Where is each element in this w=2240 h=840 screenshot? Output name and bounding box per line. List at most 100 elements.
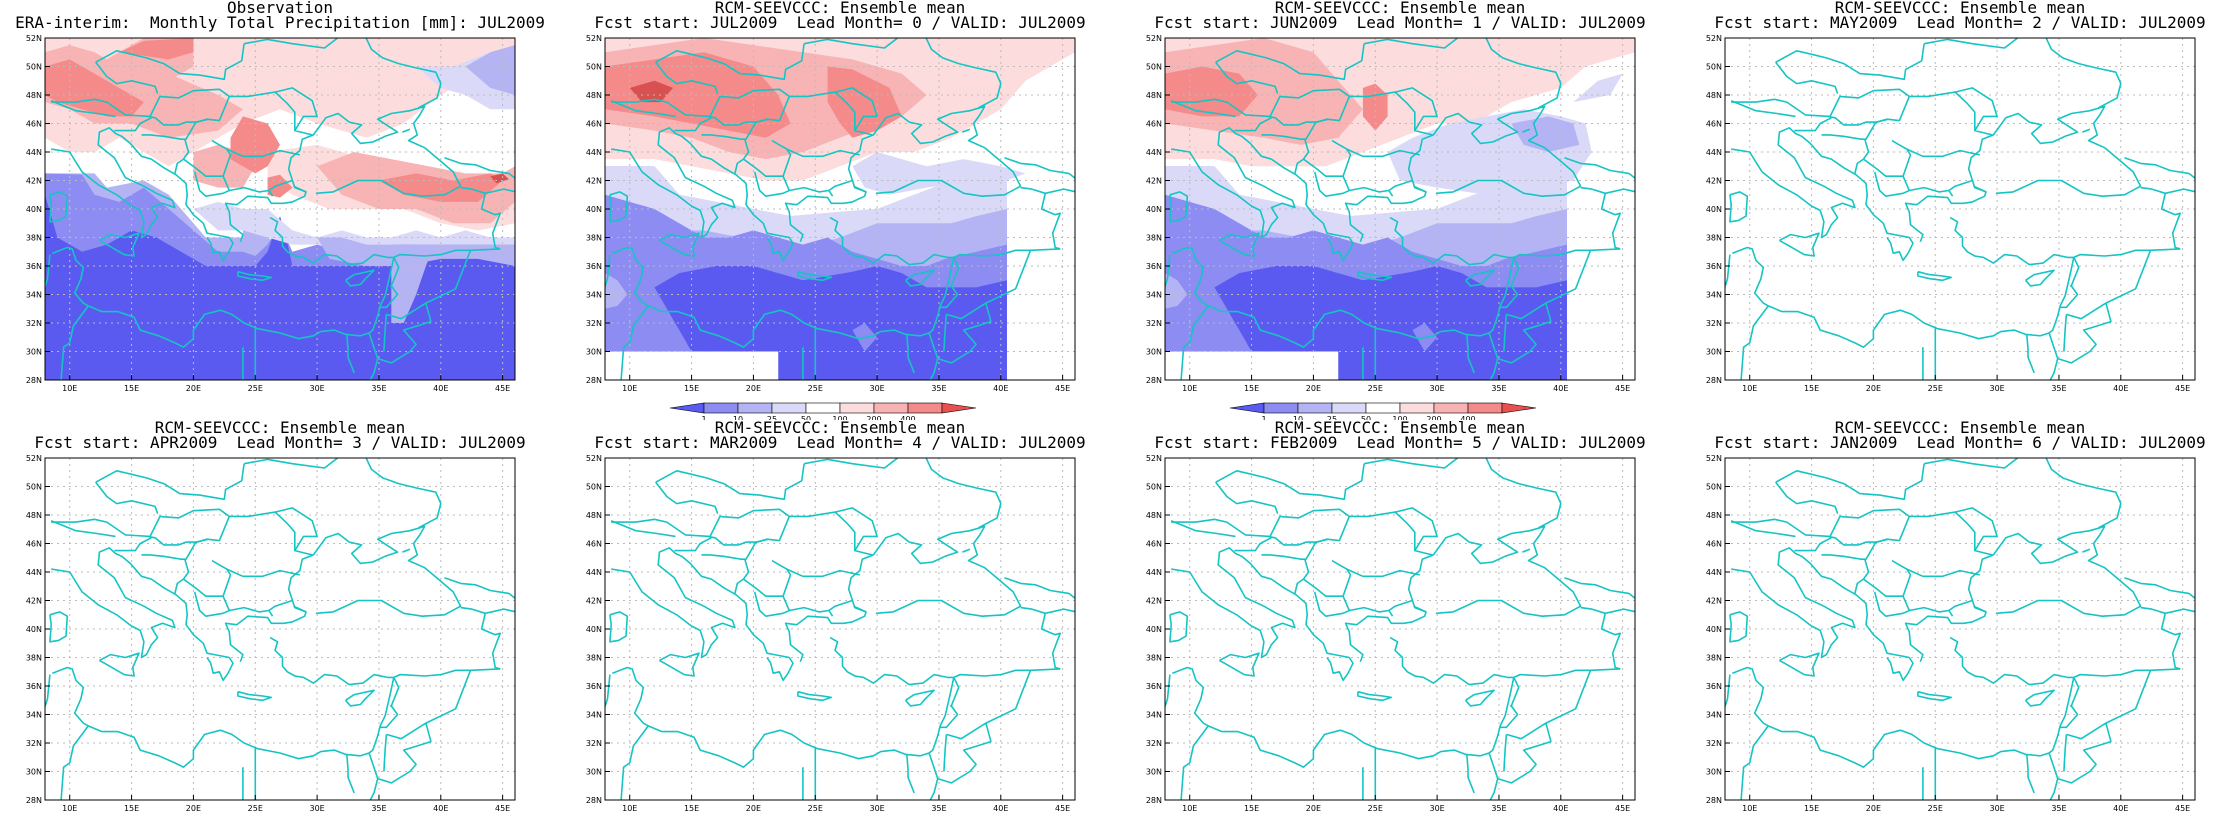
lat-tick-label: 38N <box>26 234 42 243</box>
country-border <box>293 605 307 613</box>
lat-tick-label: 48N <box>586 511 602 520</box>
lat-tick-label: 32N <box>26 319 42 328</box>
country-border <box>655 61 719 94</box>
panel-title: Observation <box>227 0 333 17</box>
lon-tick-label: 10E <box>1182 804 1197 813</box>
coastline <box>346 754 355 794</box>
country-border <box>274 87 318 132</box>
coastline <box>346 334 355 374</box>
lon-tick-label: 15E <box>1804 804 1819 813</box>
colorbar-label: 50 <box>1361 415 1371 420</box>
lon-tick-label: 20E <box>1306 804 1321 813</box>
colorbar-label: 1 <box>701 415 706 420</box>
coastline <box>369 358 379 380</box>
country-border <box>1165 254 1171 290</box>
lat-tick-label: 42N <box>26 177 42 186</box>
coastline <box>1904 525 2142 663</box>
country-border <box>605 254 611 290</box>
country-border <box>1821 121 1877 140</box>
lat-tick-label: 32N <box>1706 739 1722 748</box>
graticule <box>1725 458 2195 800</box>
lon-tick-label: 30E <box>1989 384 2004 393</box>
lat-tick-label: 40N <box>586 625 602 634</box>
country-border <box>1854 138 1870 174</box>
coastline <box>1779 232 1820 257</box>
lat-tick-label: 50N <box>1146 483 1162 492</box>
country-border <box>1891 139 1912 177</box>
lat-tick-label: 44N <box>26 148 42 157</box>
country-border <box>268 610 274 617</box>
country-border <box>803 458 1002 529</box>
lon-tick-label: 40E <box>2113 804 2128 813</box>
lat-tick-label: 40N <box>1706 205 1722 214</box>
country-border <box>1040 193 1062 250</box>
country-border <box>147 516 231 546</box>
coastline <box>49 191 69 223</box>
coastline <box>1522 548 1531 553</box>
lon-tick-label: 15E <box>124 384 139 393</box>
country-border <box>141 541 197 560</box>
country-border <box>950 257 960 287</box>
map-panel-obs: 10E 15E 20E 25E 30E 35E 40E 45E 28N 30N 32N 34N 36N 3… <box>0 0 560 420</box>
lat-tick-label: 34N <box>1706 291 1722 300</box>
country-border <box>1349 599 1413 613</box>
coastline <box>402 548 411 553</box>
lat-tick-label: 28N <box>1146 796 1162 805</box>
lon-tick-label: 45E <box>495 804 510 813</box>
country-border <box>195 538 209 543</box>
country-border <box>2063 734 2068 772</box>
country-border <box>674 117 712 132</box>
country-border <box>2057 302 2112 364</box>
coastline <box>344 269 375 287</box>
country-border <box>1973 185 1987 193</box>
lon-tick-label: 20E <box>1866 384 1881 393</box>
lat-tick-label: 48N <box>26 511 42 520</box>
country-border <box>1215 43 1365 81</box>
lat-tick-label: 30N <box>586 768 602 777</box>
lat-tick-label: 36N <box>1706 682 1722 691</box>
lat-tick-label: 40N <box>26 205 42 214</box>
lon-tick-label: 35E <box>1491 384 1506 393</box>
graticule <box>1165 38 1635 380</box>
country-border <box>1180 725 1209 800</box>
country-border <box>853 605 867 613</box>
country-border <box>1875 538 1889 543</box>
coastline <box>906 334 915 374</box>
lat-tick-label: 34N <box>586 291 602 300</box>
lat-tick-label: 52N <box>1706 454 1722 463</box>
country-border <box>1500 705 1519 729</box>
country-border <box>1740 725 1769 800</box>
colorbar-swatch <box>805 402 841 414</box>
country-border <box>1923 458 2122 529</box>
country-border <box>444 156 515 195</box>
lon-tick-label: 30E <box>869 804 884 813</box>
country-border <box>45 674 51 710</box>
country-border <box>1513 668 1621 679</box>
map-panel-lead1: 10E 15E 20E 25E 30E 35E 40E 45E 28N 30N 32N 34N 36N 3… <box>1120 0 1680 420</box>
country-border <box>2060 285 2079 309</box>
lat-tick-label: 48N <box>1706 511 1722 520</box>
coastline <box>1489 778 1499 800</box>
colorbar-swatch <box>771 402 807 414</box>
country-border <box>1294 558 1310 594</box>
country-border <box>1775 481 1839 514</box>
colorbar-label: 25 <box>767 415 777 420</box>
country-border <box>1725 674 1731 710</box>
country-border <box>1171 88 1433 136</box>
precip-contour <box>852 152 1026 195</box>
lon-tick-label: 35E <box>1491 804 1506 813</box>
country-border <box>1854 558 1870 594</box>
panel-title: RCM-SEEVCCC: Ensemble mean <box>714 418 966 437</box>
colorbar-swatch <box>737 402 773 414</box>
country-border <box>1315 118 1329 123</box>
map-panel-lead4: 10E 15E 20E 25E 30E 35E 40E 45E 28N 30N 32N 34N 36N 3… <box>560 420 1120 840</box>
country-border <box>610 99 676 118</box>
lat-tick-label: 48N <box>1146 91 1162 100</box>
country-border <box>1909 179 1973 193</box>
lat-tick-label: 42N <box>26 597 42 606</box>
country-border <box>380 705 399 729</box>
panel-subtitle: Fcst start: JUN2009 Lead Month= 1 / VALI… <box>1154 13 1646 32</box>
map-plot: 10E 15E 20E 25E 30E 35E 40E 45E 28N 30N 32N 34N 36N 3… <box>586 34 1076 420</box>
country-border <box>1564 156 1635 195</box>
coastline <box>2026 754 2035 794</box>
